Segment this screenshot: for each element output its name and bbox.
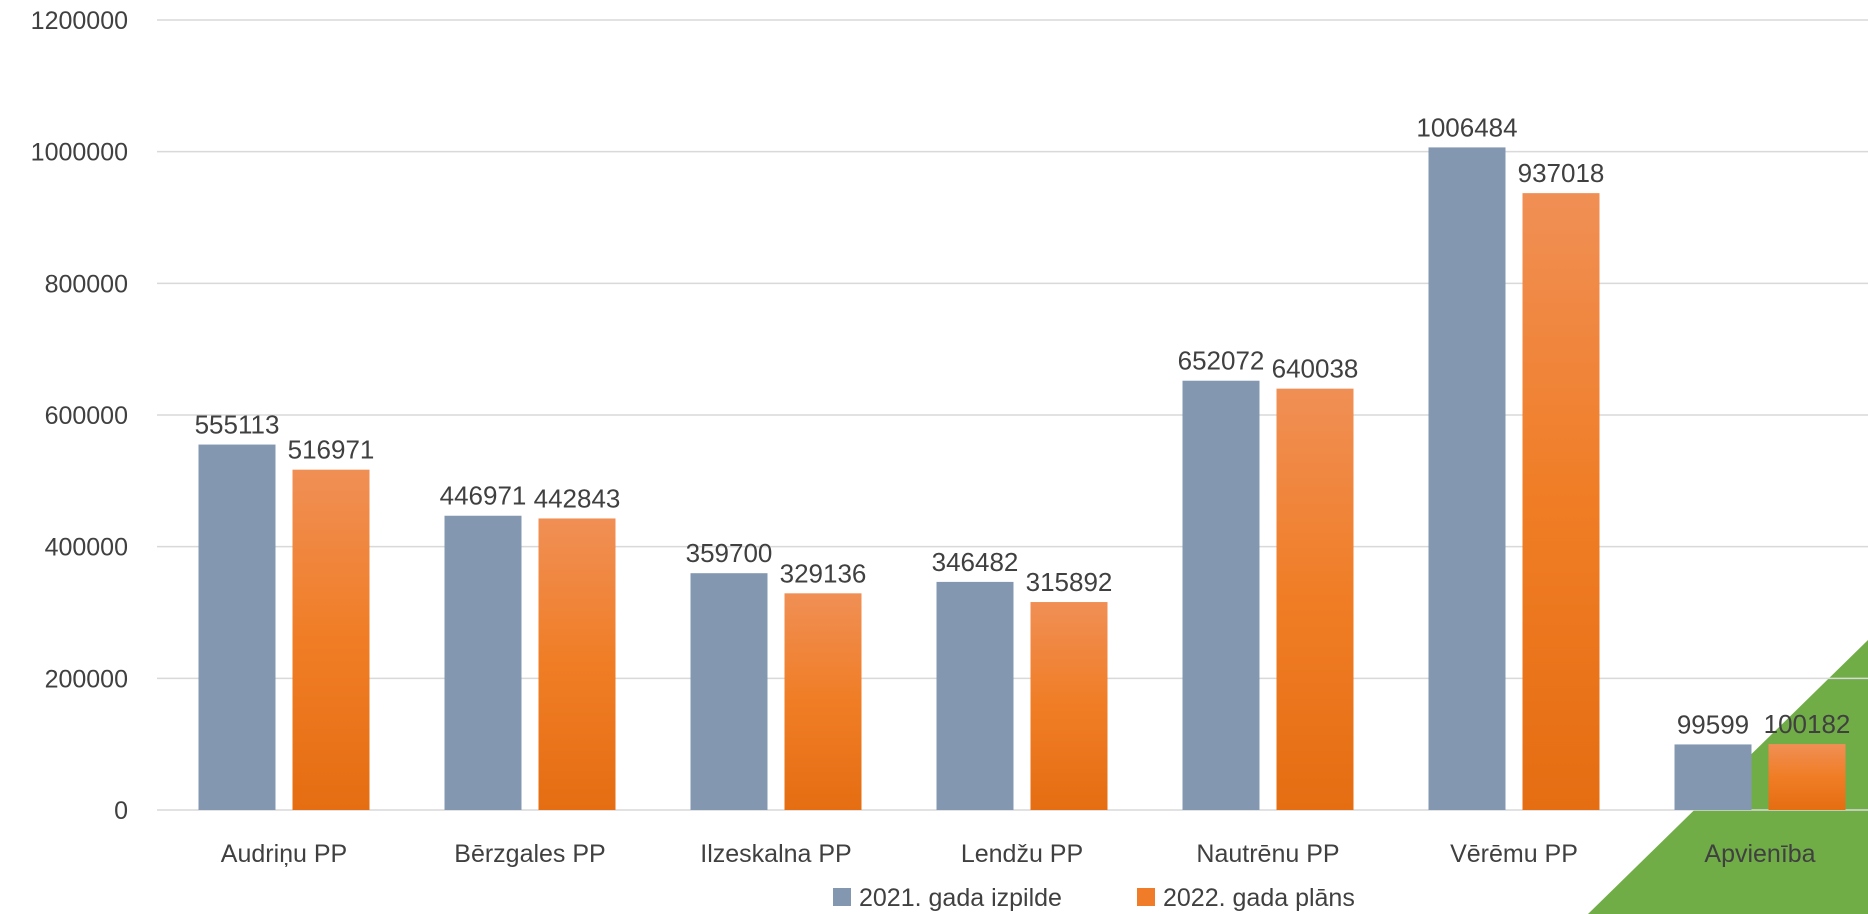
x-tick-label: Ilzeskalna PP xyxy=(700,840,851,868)
bar-series2 xyxy=(1768,744,1846,810)
y-tick-label: 0 xyxy=(114,797,128,825)
x-tick-label: Nautrēnu PP xyxy=(1196,840,1339,868)
x-axis: Audriņu PP Bērzgales PP Ilzeskalna PP Lendž… xyxy=(221,840,1816,868)
bar-series2 xyxy=(538,518,616,810)
data-label: 555113 xyxy=(195,410,280,440)
legend-label: 2021. gada izpilde xyxy=(859,884,1062,912)
x-tick-label: Apvienība xyxy=(1704,840,1815,868)
y-tick-label: 1000000 xyxy=(31,139,128,167)
y-axis: 0 200000 400000 600000 800000 1000000 1200000 xyxy=(31,7,128,825)
bar-series2 xyxy=(1522,193,1600,810)
legend: 2021. gada izpilde 2022. gada plāns xyxy=(833,884,1355,912)
bar-series1 xyxy=(936,581,1014,810)
data-label: 359700 xyxy=(686,538,773,568)
legend-swatch xyxy=(1137,888,1155,906)
x-tick-label: Audriņu PP xyxy=(221,840,347,868)
y-tick-label: 400000 xyxy=(45,534,128,562)
bar-series1 xyxy=(198,444,276,810)
bar-series1 xyxy=(444,515,522,810)
data-label: 1006484 xyxy=(1416,112,1517,142)
data-label: 442843 xyxy=(534,483,621,513)
y-tick-label: 600000 xyxy=(45,402,128,430)
bar-series1 xyxy=(1182,380,1260,810)
data-label: 315892 xyxy=(1026,567,1113,597)
legend-label: 2022. gada plāns xyxy=(1163,884,1355,912)
y-tick-label: 800000 xyxy=(45,270,128,298)
bar-series2 xyxy=(784,593,862,810)
legend-swatch xyxy=(833,888,851,906)
data-label: 329136 xyxy=(780,558,867,588)
bar-series1 xyxy=(1428,147,1506,810)
bar-series1 xyxy=(690,573,768,810)
data-label: 346482 xyxy=(932,547,1019,577)
bar-series2 xyxy=(292,469,370,810)
bar-series2 xyxy=(1030,602,1108,810)
data-label: 446971 xyxy=(440,481,527,511)
data-label: 640038 xyxy=(1272,354,1359,384)
data-label: 99599 xyxy=(1677,709,1749,739)
bars xyxy=(198,147,1846,810)
x-tick-label: Bērzgales PP xyxy=(454,840,605,868)
bar-series1 xyxy=(1674,744,1752,810)
data-label: 516971 xyxy=(288,435,375,465)
bar-series2 xyxy=(1276,388,1354,810)
data-label: 100182 xyxy=(1764,709,1851,739)
y-tick-label: 1200000 xyxy=(31,7,128,35)
x-tick-label: Vērēmu PP xyxy=(1450,840,1578,868)
x-tick-label: Lendžu PP xyxy=(961,840,1083,868)
data-label: 937018 xyxy=(1518,158,1605,188)
y-tick-label: 200000 xyxy=(45,665,128,693)
data-label: 652072 xyxy=(1178,346,1265,376)
